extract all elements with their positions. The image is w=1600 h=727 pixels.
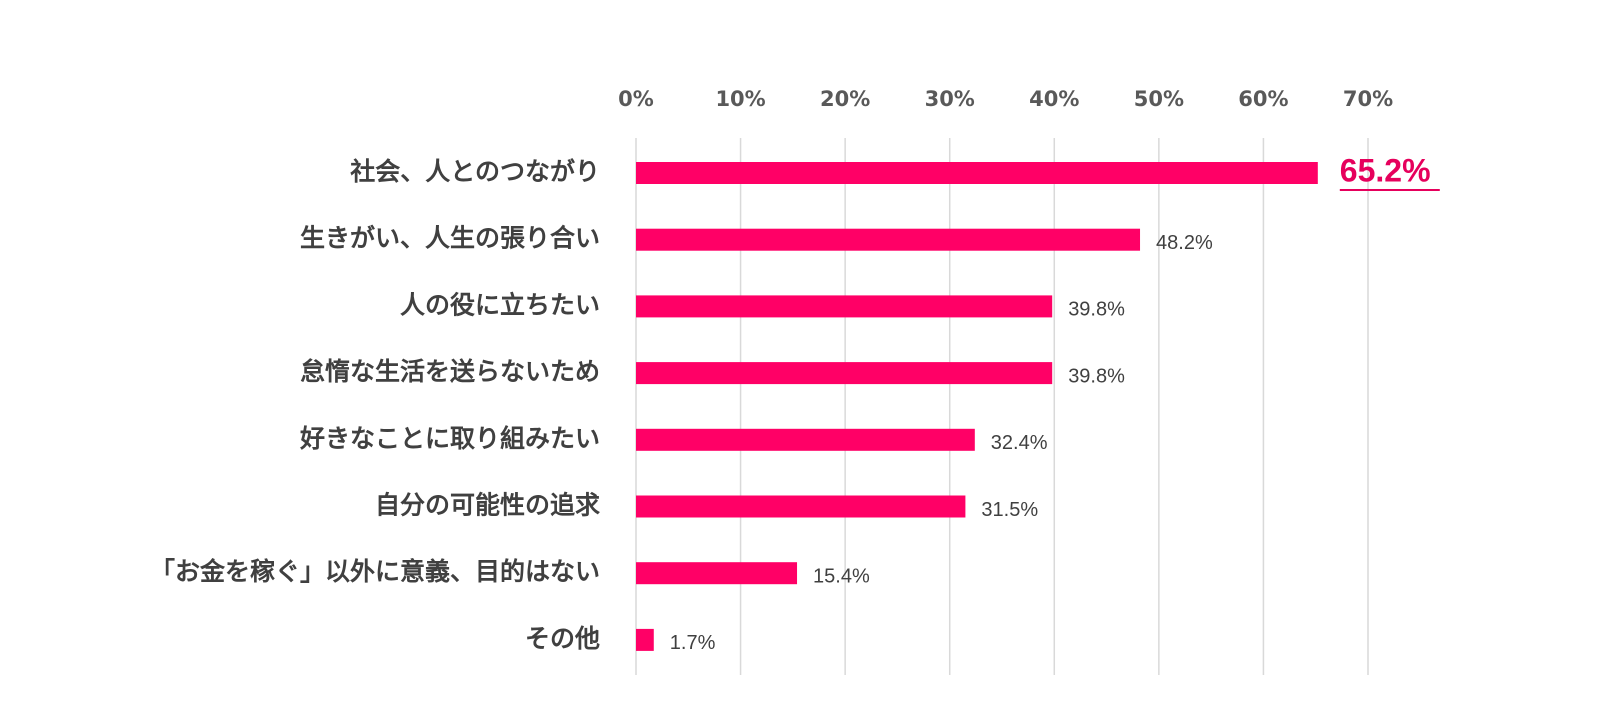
x-tick-label-7: 70% xyxy=(1343,87,1393,111)
x-tick-label-4: 40% xyxy=(1029,87,1079,111)
value-label-7: 1.7% xyxy=(670,632,716,654)
category-label-0: 社会、人とのつながり xyxy=(350,157,600,186)
value-label-6: 15.4% xyxy=(813,565,870,587)
value-label-0: 65.2% xyxy=(1340,152,1431,188)
category-label-5: 自分の可能性の追求 xyxy=(375,491,600,520)
gridlines xyxy=(635,138,1369,675)
bar-1 xyxy=(636,228,1141,251)
x-axis-ticks: 0% 10% 20% 30% 40% 50% 60% 70% xyxy=(618,87,1393,111)
bars xyxy=(636,162,1318,651)
category-label-1: 生きがい、人生の張り合い xyxy=(300,224,600,253)
bar-0 xyxy=(636,162,1318,184)
bar-5 xyxy=(636,495,966,518)
x-tick-label-2: 20% xyxy=(820,87,870,111)
category-label-6: 「お金を稼ぐ」以外に意義、目的はない xyxy=(150,557,600,586)
bar-7 xyxy=(636,628,654,651)
value-label-4: 32.4% xyxy=(991,432,1048,454)
category-label-3: 怠惰な生活を送らないため xyxy=(300,357,600,386)
value-label-2: 39.8% xyxy=(1068,299,1125,321)
category-label-4: 好きなことに取り組みたい xyxy=(299,424,600,453)
bar-3 xyxy=(636,362,1053,385)
value-label-3: 39.8% xyxy=(1068,365,1125,387)
bar-4 xyxy=(636,428,975,451)
bar-6 xyxy=(636,562,798,585)
category-label-7: その他 xyxy=(525,624,600,653)
x-tick-label-6: 60% xyxy=(1238,87,1288,111)
x-tick-label-1: 10% xyxy=(715,87,765,111)
category-labels: 社会、人とのつながり生きがい、人生の張り合い人の役に立ちたい怠惰な生活を送らない… xyxy=(150,157,600,653)
x-tick-label-3: 30% xyxy=(925,87,975,111)
value-label-5: 31.5% xyxy=(981,499,1038,521)
category-label-2: 人の役に立ちたい xyxy=(400,290,600,319)
x-tick-label-5: 50% xyxy=(1134,87,1184,111)
value-label-1: 48.2% xyxy=(1156,232,1213,254)
value-labels: 65.2% 48.2% 39.8% 39.8% 32.4% 31.5% 15.4% 1.7% xyxy=(670,152,1440,654)
bar-2 xyxy=(636,295,1053,318)
x-tick-label-0: 0% xyxy=(618,87,654,111)
